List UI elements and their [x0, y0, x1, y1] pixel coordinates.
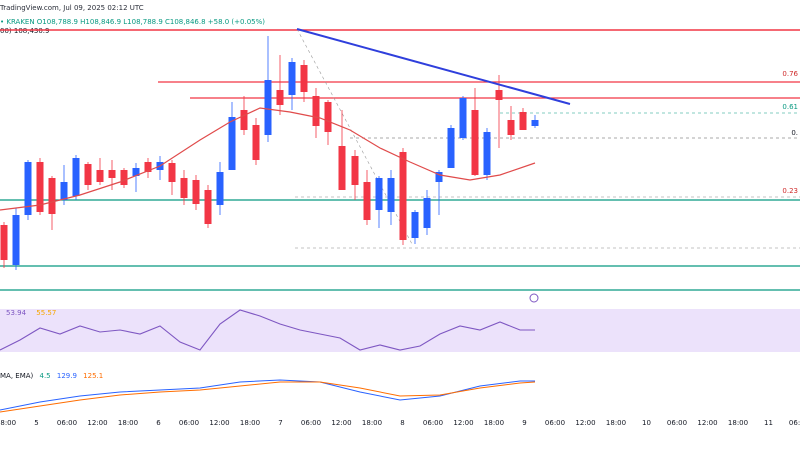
axis-tick-label: 12:00 [331, 419, 352, 427]
macd-readout: MA, EMA) 4.5 129.9 125.1 [0, 372, 103, 380]
axis-tick-label: 7 [278, 419, 283, 427]
bearish-trend-line [296, 28, 571, 105]
candle-body [96, 170, 104, 182]
axis-tick-label: 12:00 [575, 419, 596, 427]
candle-body [435, 172, 443, 182]
axis-tick-label: 06:00 [300, 419, 322, 427]
rsi-line [0, 309, 535, 351]
candle-body [288, 62, 296, 95]
axis-tick-label: 06:00 [544, 419, 566, 427]
ma-readout: 00) 108,430.9 [0, 27, 50, 35]
macd-label: MA, EMA) [0, 372, 34, 380]
candle-body [0, 225, 8, 260]
candle-body [507, 120, 515, 135]
axis-tick-label: 10 [642, 419, 651, 427]
fib-61-label: 0.61 [782, 103, 798, 111]
candle-body [144, 162, 152, 172]
candle-body [216, 172, 224, 205]
axis-tick-label: 06:00 [178, 419, 200, 427]
axis-tick-label: 12:00 [453, 419, 474, 427]
axis-tick-label: 6 [156, 419, 161, 427]
candle-body [60, 182, 68, 200]
axis-tick-label: 5 [34, 419, 39, 427]
event-marker-icon [529, 293, 539, 303]
candle-body [338, 146, 346, 190]
candle-body [192, 180, 200, 204]
axis-tick-label: 12:00 [209, 419, 230, 427]
candle-body [132, 168, 140, 176]
candle-body [300, 65, 308, 92]
rsi-ma-value: 55.57 [36, 309, 57, 317]
candle-body [411, 212, 419, 238]
candle-body [204, 190, 212, 224]
rsi-value: 53.94 [6, 309, 27, 317]
candle-body [276, 90, 284, 105]
candle-body [423, 198, 431, 228]
candle-body [240, 110, 248, 130]
axis-tick-label: 18:00 [605, 419, 627, 427]
candle-body [108, 170, 116, 178]
candle-body [387, 178, 395, 212]
macd-line [0, 379, 535, 411]
candle-body [228, 117, 236, 170]
fib-diagonal [296, 28, 413, 245]
fib-76-label: 0.76 [782, 70, 798, 78]
candle-body [252, 125, 260, 160]
moving-average-line [0, 107, 536, 211]
fib-23-label: 0.23 [782, 187, 798, 195]
candle-body [72, 158, 80, 196]
candle-body [48, 178, 56, 214]
axis-tick-label: 06:00 [788, 419, 800, 427]
axis-tick-label: 18:00 [239, 419, 261, 427]
axis-tick-label: 9 [522, 419, 527, 427]
candle-body [363, 182, 371, 220]
candle-body [12, 215, 20, 265]
axis-tick-label: 18:00 [361, 419, 383, 427]
candle-body [312, 96, 320, 126]
candle-body [351, 156, 359, 185]
candle-body [36, 162, 44, 212]
axis-tick-label: 18:00 [117, 419, 139, 427]
rsi-band [0, 309, 800, 352]
axis-tick-label: 06:00 [56, 419, 78, 427]
candle-body [324, 102, 332, 132]
macd-value: 129.9 [56, 372, 77, 380]
candle-body [471, 110, 479, 175]
candle-body [180, 178, 188, 198]
axis-tick-label: 8 [400, 419, 405, 427]
brand-text: TradingView.com, Jul 09, 2025 02:12 UTC [0, 4, 144, 12]
rsi-readout: 53.94 55.57 [6, 309, 56, 317]
axis-tick-label: 06:00 [422, 419, 444, 427]
candle-body [264, 80, 272, 135]
candle-body [168, 163, 176, 182]
axis-tick-label: 18:00 [483, 419, 505, 427]
candle-body [84, 164, 92, 185]
candle-body [375, 178, 383, 210]
candle-body [399, 152, 407, 240]
macd-signal-value: 125.1 [83, 372, 104, 380]
chart-header: TradingView.com, Jul 09, 2025 02:12 UTC … [0, 0, 800, 35]
candle-body [120, 170, 128, 185]
fib-5-label: 0. [791, 129, 798, 137]
candle-body [24, 162, 32, 215]
axis-tick-label: 11 [764, 419, 773, 427]
ohlc-readout: • KRAKEN O108,788.9 H108,846.9 L108,788.… [0, 18, 265, 26]
axis-tick-label: 18:00 [0, 419, 17, 427]
axis-tick-label: 06:00 [666, 419, 688, 427]
axis-tick-label: 18:00 [727, 419, 749, 427]
candle-body [447, 128, 455, 168]
macd-signal-line [0, 381, 536, 413]
candle-body [531, 120, 539, 126]
candle-body [519, 112, 527, 130]
candle-body [459, 98, 467, 138]
axis-tick-label: 12:00 [697, 419, 718, 427]
macd-hist-value: 4.5 [39, 372, 51, 380]
candle-body [495, 90, 503, 100]
candle-body [483, 132, 491, 175]
axis-tick-label: 12:00 [87, 419, 108, 427]
time-axis: 18:00 5 06:00 12:00 18:00 6 06:00 12:00 18:00 7 06… [0, 415, 800, 435]
